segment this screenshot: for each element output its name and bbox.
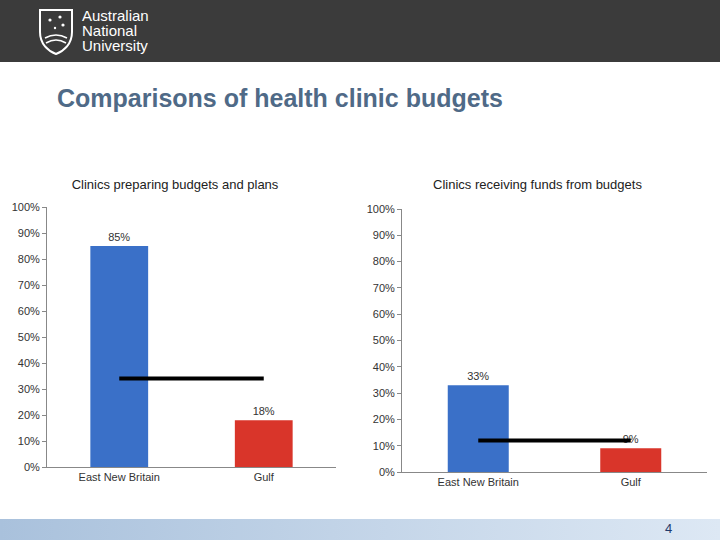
svg-text:70%: 70%	[18, 279, 40, 291]
html-text:4: 4	[665, 521, 673, 536]
svg-text:85%: 85%	[108, 231, 130, 243]
svg-text:60%: 60%	[373, 308, 395, 320]
svg-text:80%: 80%	[373, 255, 395, 267]
svg-text:70%: 70%	[373, 282, 395, 294]
svg-text:Gulf: Gulf	[254, 471, 275, 483]
svg-text:40%: 40%	[18, 357, 40, 369]
svg-text:20%: 20%	[373, 413, 395, 425]
svg-text:East New Britain: East New Britain	[438, 476, 519, 488]
svg-text:18%: 18%	[253, 405, 275, 417]
html-text:Australian: Australian	[82, 7, 149, 24]
svg-text:0%: 0%	[379, 466, 395, 478]
svg-text:33%: 33%	[467, 370, 489, 382]
svg-text:80%: 80%	[18, 253, 40, 265]
svg-text:90%: 90%	[18, 227, 40, 239]
svg-text:Gulf: Gulf	[621, 476, 642, 488]
svg-text:30%: 30%	[18, 383, 40, 395]
html-text:Comparisons of health clinic b: Comparisons of health clinic budgets	[57, 84, 503, 112]
svg-text:50%: 50%	[18, 331, 40, 343]
svg-text:20%: 20%	[18, 409, 40, 421]
html-text:National: National	[82, 22, 137, 39]
svg-text:100%: 100%	[12, 201, 40, 213]
svg-text:90%: 90%	[373, 229, 395, 241]
svg-text:9%: 9%	[623, 433, 639, 445]
svg-text:0%: 0%	[24, 461, 40, 473]
svg-text:10%: 10%	[373, 440, 395, 452]
svg-text:100%: 100%	[367, 203, 395, 215]
svg-text:East New Britain: East New Britain	[79, 471, 160, 483]
svg-text:60%: 60%	[18, 305, 40, 317]
svg-text:Clinics preparing budgets and: Clinics preparing budgets and plans	[72, 177, 279, 192]
svg-text:40%: 40%	[373, 361, 395, 373]
svg-text:50%: 50%	[373, 334, 395, 346]
svg-text:Clinics receiving funds from b: Clinics receiving funds from budgets	[433, 177, 642, 192]
svg-text:30%: 30%	[373, 387, 395, 399]
svg-text:10%: 10%	[18, 435, 40, 447]
html-text:University: University	[82, 37, 148, 54]
